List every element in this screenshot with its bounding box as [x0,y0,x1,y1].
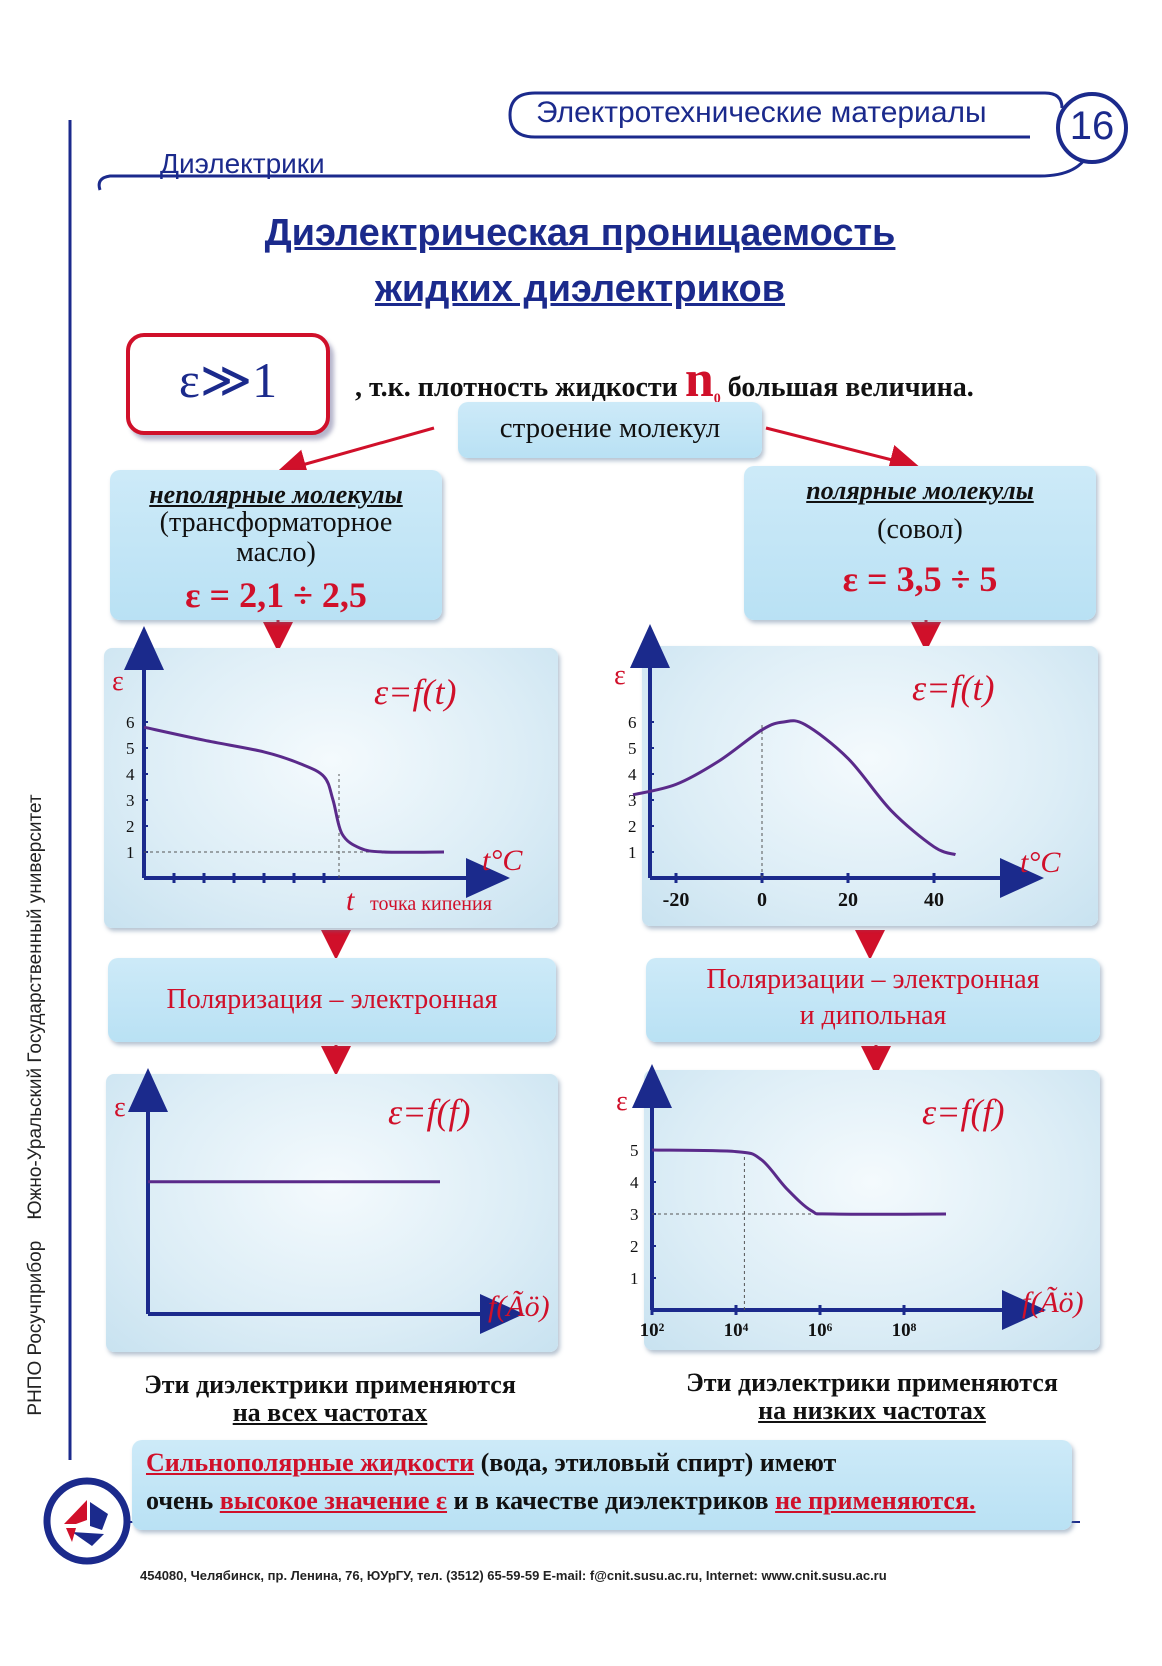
y-axis-label: ε [112,666,124,697]
series-title: Электротехнические материалы [536,96,987,129]
nonpolar-box: неполярные молекулы (трансформаторное ма… [110,470,442,620]
series-line [143,725,445,854]
epsilon-formula-box: ε≫1 [126,333,330,435]
chart-right-freq: ε ε=f(f) f(Ãö) 1 2 3 4 5 10² 10⁴ 10⁶ 10⁸ [616,1064,1100,1350]
strongly-polar-note: Сильнополярные жидкости (вода, этиловый … [132,1440,1072,1530]
polar-polarization-line1: Поляризации – электронная [706,964,1040,995]
note-high-value: высокое значение ε [219,1486,448,1515]
y-tick-label: 4 [126,765,135,784]
page-title-line1: Диэлектрическая проницаемость [264,212,896,254]
university-logo [42,1476,132,1566]
x-axis-label: f(Ãö) [488,1290,550,1323]
y-axis-label: ε [114,1092,126,1123]
polar-polarization-line2: и дипольная [799,1000,947,1031]
polar-usage-line2: на низких частотах [758,1396,986,1425]
y-tick-label: 1 [630,1269,639,1288]
y-tick-label: 2 [126,817,135,836]
nonpolar-polarization: Поляризация – электронная [166,984,498,1015]
note-line2: очень высокое значение ε и в качестве ди… [146,1486,976,1516]
density-symbol: n [684,351,714,408]
y-tick-label: 5 [628,739,637,758]
intro-sentence: , т.к. плотность жидкости n0 большая вел… [355,350,974,409]
footer-contacts: 454080, Челябинск, пр. Ленина, 76, ЮУрГУ… [140,1568,887,1583]
series-line [651,1148,947,1216]
chart-left-temp: ε ε=f(t) t°C 1 2 3 4 5 6 t точка кипения [104,626,558,928]
chart-title: ε=f(t) [374,672,456,712]
chart-left-temp-svg: ε ε=f(t) t°C 1 2 3 4 5 6 t точка кипения [112,626,523,917]
density-subscript: 0 [713,391,721,407]
polar-heading: полярные молекулы [806,476,1034,505]
epsilon-formula: ε≫1 [178,352,278,408]
chart-left-freq-svg: ε ε=f(f) f(Ãö) [114,1068,550,1334]
x-tick-label: 10² [640,1320,665,1341]
polar-polarization-box: Поляризации – электронная и дипольная [646,958,1100,1042]
x-annotation-symbol: t [346,884,355,917]
note-examples: (вода, этиловый спирт) имеют [474,1448,837,1477]
series-line [632,719,957,857]
chart-right-temp: ε ε=f(t) t°C 1 2 3 4 5 6 -20 0 20 40 [614,624,1098,926]
nonpolar-heading: неполярные молекулы [149,480,403,509]
nonpolar-usage-line2: на всех частотах [232,1398,428,1427]
x-tick-label: 10⁸ [892,1320,917,1341]
nonpolar-example: (трансформаторное масло) [159,507,393,568]
nonpolar-usage-line1: Эти диэлектрики применяются [144,1370,516,1399]
x-axis-label: t°C [482,844,523,877]
x-tick-label: 20 [838,889,858,911]
x-annotation-label: точка кипения [370,893,492,915]
y-tick-label: 4 [630,1173,639,1192]
x-tick-label: -20 [663,889,690,911]
y-tick-label: 2 [630,1237,639,1256]
section-name: Диэлектрики [160,148,325,179]
y-tick-label: 1 [628,843,637,862]
chart-right-temp-svg: ε ε=f(t) t°C 1 2 3 4 5 6 -20 0 20 40 [614,624,1061,911]
x-tick-label: 0 [757,889,767,911]
intro-text-after: большая величина. [727,372,974,403]
note-line1: Сильнополярные жидкости (вода, этиловый … [146,1448,836,1478]
y-tick-label: 3 [126,791,135,810]
chart-title: ε=f(f) [388,1092,470,1132]
y-tick-label: 5 [126,739,135,758]
note-usage: и в качестве диэлектриков [447,1486,776,1515]
logo-graphic [43,1477,131,1565]
note-strongly-polar: Сильнополярные жидкости [146,1448,475,1477]
page-title-line2: жидких диэлектриков [374,268,786,310]
x-axis-label: f(Ãö) [1022,1286,1084,1319]
polar-box: полярные молекулы (совол) ε = 3,5 ÷ 5 [744,466,1096,620]
chart-title: ε=f(t) [912,668,994,708]
side-caption: РНПО Росучприбор Южно-Уральский Государс… [25,794,46,1416]
page-number: 16 [1069,104,1115,148]
polar-usage-line1: Эти диэлектрики применяются [686,1368,1058,1397]
intro-text-before: , т.к. плотность жидкости [355,372,678,403]
chart-title: ε=f(f) [922,1092,1004,1132]
chart-left-freq: ε ε=f(f) f(Ãö) [106,1068,558,1352]
note-not-used: не применяются. [775,1486,976,1515]
x-tick-label: 10⁶ [808,1320,833,1341]
note-very: очень [146,1486,220,1515]
x-axis-label: t°C [1020,846,1061,879]
chart-right-freq-svg: ε ε=f(f) f(Ãö) 1 2 3 4 5 10² 10⁴ 10⁶ 10⁸ [616,1064,1084,1341]
structure-label: строение молекул [499,412,721,444]
structure-box: строение молекул [458,402,762,458]
polar-example: (совол) [877,514,963,545]
y-tick-label: 6 [126,713,135,732]
nonpolar-polarization-box: Поляризация – электронная [108,958,556,1042]
y-tick-label: 3 [628,791,637,810]
polar-epsilon: ε = 3,5 ÷ 5 [842,559,998,599]
y-tick-label: 2 [628,817,637,836]
y-tick-label: 4 [628,765,637,784]
x-tick-label: 40 [924,889,944,911]
nonpolar-epsilon: ε = 2,1 ÷ 2,5 [185,575,367,615]
y-tick-label: 6 [628,713,637,732]
x-tick-label: 10⁴ [724,1320,749,1341]
y-tick-label: 5 [630,1141,639,1160]
y-tick-label: 3 [630,1205,639,1224]
y-axis-label: ε [616,1086,628,1117]
y-axis-label: ε [614,660,626,691]
y-tick-label: 1 [126,843,135,862]
